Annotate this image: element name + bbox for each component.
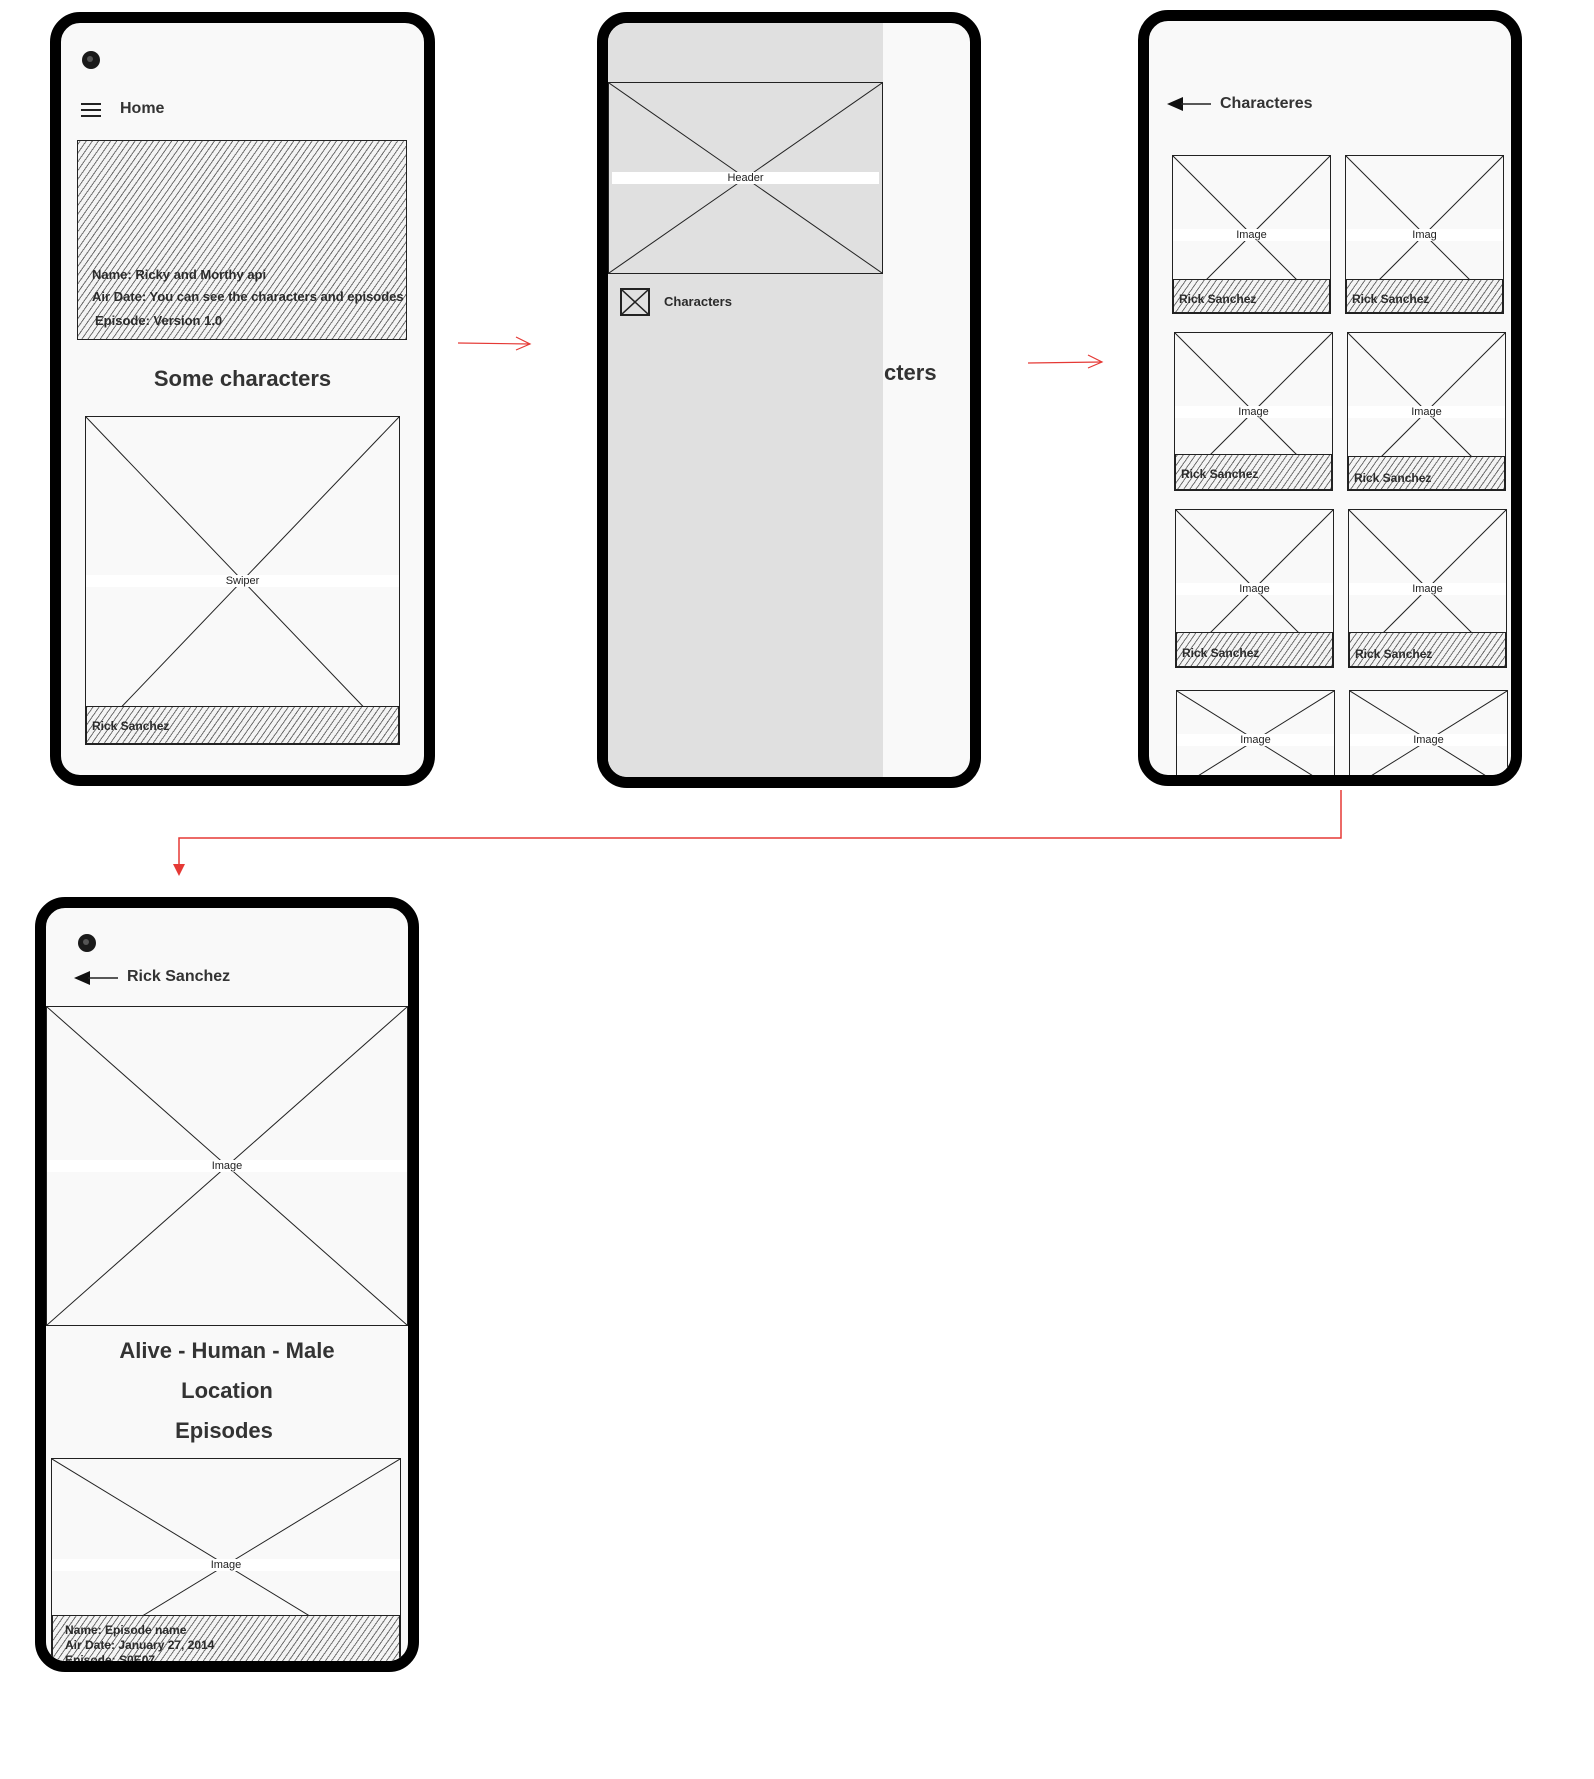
card-caption: Rick Sanchez <box>1349 632 1506 667</box>
episode-air-date: Air Date: January 27, 2014 <box>65 1638 215 1652</box>
character-image-label: Image <box>47 1160 407 1172</box>
episode-name: Name: Episode name <box>65 1623 187 1637</box>
card-caption: Rick Sanchez <box>1348 456 1505 490</box>
swiper-label: Swiper <box>86 574 399 587</box>
character-card[interactable]: Image Rick Sanchez <box>1347 332 1506 491</box>
app-info-episode: Episode: Version 1.0 <box>95 313 223 328</box>
episode-info: Name: Episode name Air Date: January 27,… <box>52 1615 400 1667</box>
navigation-drawer: Header Characters <box>608 23 883 777</box>
home-screen: Home Name: Ricky and Morthy api Air Date… <box>50 12 435 786</box>
card-caption: Rick Sanchez <box>1173 279 1330 313</box>
flow-arrow-home-to-drawer <box>457 336 532 351</box>
drawer-screen: cters Header Characters <box>597 12 981 788</box>
card-caption: Rick Sanchez <box>1176 632 1333 667</box>
page-title: Characteres <box>1220 95 1313 112</box>
back-arrow-icon[interactable] <box>1167 96 1211 112</box>
card-image-label: Imag <box>1346 228 1503 241</box>
card-image-label: Image <box>1173 228 1330 241</box>
card-image-label: Image <box>1350 734 1507 746</box>
character-detail-screen: Rick Sanchez Image Alive - Human - Male … <box>35 897 419 1672</box>
app-info-name: Name: Ricky and Morthy api <box>92 267 267 282</box>
card-caption: Rick Sanchez <box>1175 454 1332 490</box>
hamburger-icon[interactable] <box>81 102 101 118</box>
card-image-label: Image <box>1177 734 1334 746</box>
drawer-item-label: Characters <box>664 294 732 309</box>
episode-image-label: Image <box>52 1559 400 1571</box>
flow-arrow-characters-to-detail <box>173 790 1342 876</box>
character-card[interactable]: Image Rick Sanchez <box>1348 509 1507 668</box>
flow-arrow-drawer-to-characters <box>1027 354 1104 369</box>
drawer-header-label: Header <box>612 172 879 184</box>
back-arrow-icon[interactable] <box>74 970 118 986</box>
card-image-label: Image <box>1348 405 1505 418</box>
character-card[interactable]: Image Rick Sanchez <box>1175 509 1334 668</box>
character-card[interactable]: Image Rick Sanchez <box>1172 155 1331 314</box>
characters-screen: Characteres Image Rick Sanchez Imag Rick… <box>1138 10 1522 786</box>
episodes-title: Episodes <box>175 1418 273 1443</box>
episode-code: Episode: S0E07 <box>65 1653 156 1667</box>
camera-icon <box>82 51 100 69</box>
behind-section-title: cters <box>884 360 937 385</box>
camera-icon <box>78 934 96 952</box>
status-line: Alive - Human - Male <box>119 1338 335 1363</box>
character-card[interactable]: Imag Rick Sanchez <box>1345 155 1504 314</box>
page-title: Home <box>120 100 165 117</box>
character-card[interactable]: Image <box>1349 690 1508 775</box>
app-info-air-date: Air Date: You can see the characters and… <box>92 289 404 304</box>
episode-card[interactable]: Image Name: Episode name Air Date: Janua… <box>51 1458 401 1667</box>
card-image-label: Image <box>1176 582 1333 595</box>
drawer-item-characters[interactable]: Characters <box>620 288 860 320</box>
drawer-header: Header <box>608 82 883 274</box>
swiper-caption: Rick Sanchez <box>86 706 399 744</box>
character-swiper[interactable]: Swiper Rick Sanchez <box>85 416 400 745</box>
page-title: Rick Sanchez <box>127 968 231 985</box>
card-image-label: Image <box>1175 405 1332 418</box>
app-info-card: Name: Ricky and Morthy api Air Date: You… <box>77 140 407 340</box>
location-title: Location <box>181 1378 273 1403</box>
card-caption: Rick Sanchez <box>1346 279 1503 313</box>
section-title: Some characters <box>153 366 332 391</box>
card-image-label: Image <box>1349 582 1506 595</box>
character-card[interactable]: Image <box>1176 690 1335 775</box>
image-placeholder-icon <box>620 288 650 316</box>
character-card[interactable]: Image Rick Sanchez <box>1174 332 1333 491</box>
character-image: Image <box>46 1006 408 1326</box>
